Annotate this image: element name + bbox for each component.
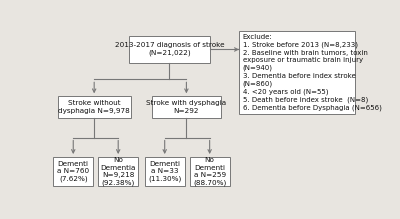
Text: Dementi
a N=760
(7.62%): Dementi a N=760 (7.62%) xyxy=(57,161,89,182)
Text: Dementi
a N=33
(11.30%): Dementi a N=33 (11.30%) xyxy=(148,161,181,182)
FancyBboxPatch shape xyxy=(98,157,138,187)
FancyBboxPatch shape xyxy=(144,157,185,187)
FancyBboxPatch shape xyxy=(190,157,230,187)
Text: Exclude:
1. Stroke before 2013 (N=8,233)
2. Baseline with brain tumors, toxin
ex: Exclude: 1. Stroke before 2013 (N=8,233)… xyxy=(243,34,382,111)
Text: No
Dementia
N=9,218
(92.38%): No Dementia N=9,218 (92.38%) xyxy=(100,157,136,186)
Text: Stroke without
dysphagia N=9,978: Stroke without dysphagia N=9,978 xyxy=(58,101,130,114)
Text: No
Dementi
a N=259
(88.70%): No Dementi a N=259 (88.70%) xyxy=(193,157,226,186)
Text: 2013-2017 diagnosis of stroke
(N=21,022): 2013-2017 diagnosis of stroke (N=21,022) xyxy=(114,42,224,57)
FancyBboxPatch shape xyxy=(129,36,210,63)
FancyBboxPatch shape xyxy=(53,157,94,187)
FancyBboxPatch shape xyxy=(239,31,355,114)
Text: Stroke with dysphagia
N=292: Stroke with dysphagia N=292 xyxy=(146,101,226,114)
FancyBboxPatch shape xyxy=(152,96,220,118)
FancyBboxPatch shape xyxy=(58,96,131,118)
